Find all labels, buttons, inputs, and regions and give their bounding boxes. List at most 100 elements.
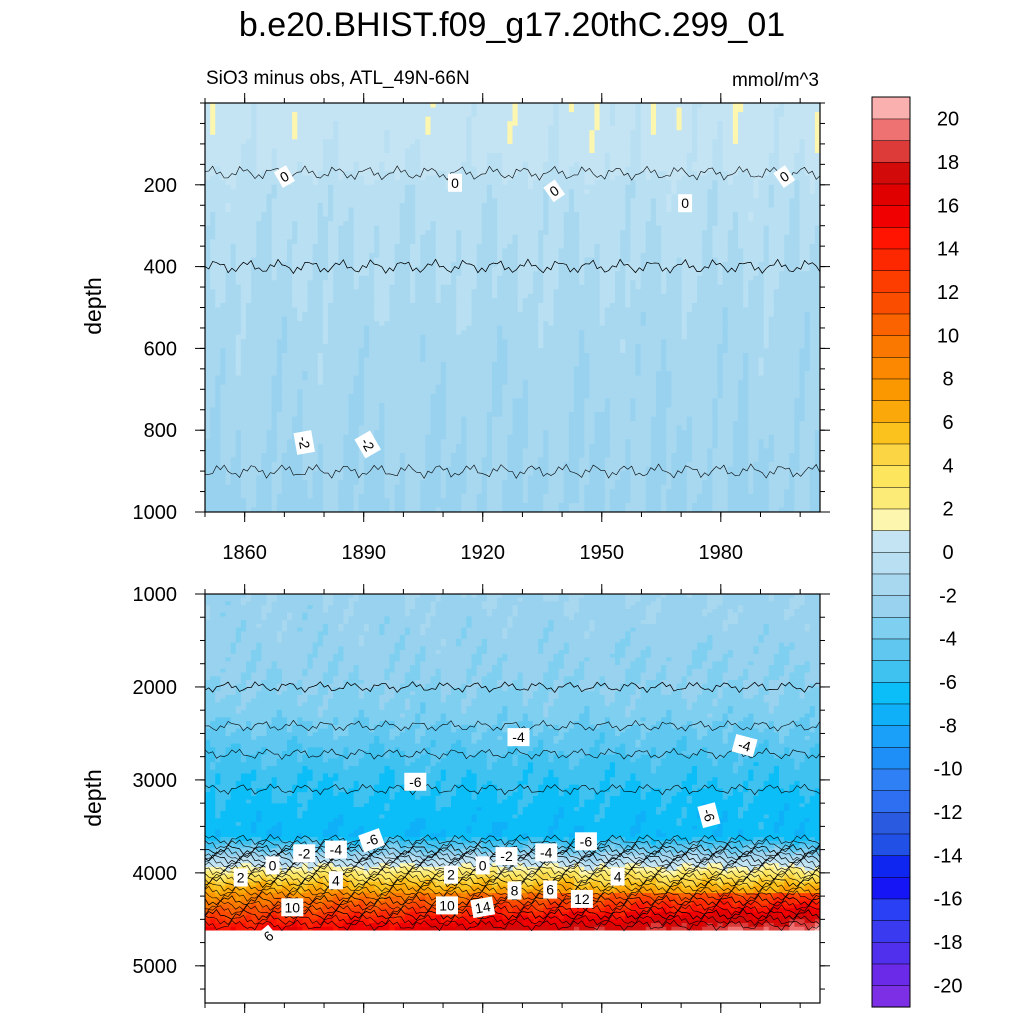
contour-cell <box>661 280 667 286</box>
contour-cell <box>686 248 693 254</box>
contour-cell <box>650 157 657 163</box>
contour-cell <box>297 257 303 263</box>
contour-cell <box>697 284 703 290</box>
contour-cell <box>804 107 811 113</box>
contour-cell <box>404 252 411 259</box>
contour-cell <box>445 275 452 281</box>
contour-cell <box>476 225 483 231</box>
contour-cell <box>440 262 447 268</box>
contour-cell <box>615 239 621 245</box>
contour-cell <box>404 225 411 231</box>
contour-cell <box>527 148 534 154</box>
contour-cell <box>691 193 698 200</box>
contour-cell <box>527 266 534 272</box>
contour-cell <box>235 184 242 190</box>
contour-cell <box>574 157 580 163</box>
contour-cell <box>589 162 596 168</box>
contour-cell <box>481 234 488 240</box>
contour-cell <box>579 262 585 268</box>
contour-cell <box>630 252 637 259</box>
contour-cell <box>230 216 237 222</box>
contour-cell <box>476 175 483 181</box>
contour-cell <box>548 262 555 268</box>
contour-cell <box>738 171 744 177</box>
contour-cell <box>420 189 426 195</box>
contour-cell <box>369 121 375 127</box>
contour-cell <box>420 184 426 190</box>
contour-cell <box>748 266 754 272</box>
contour-cell <box>445 107 452 113</box>
contour-cell <box>343 112 350 118</box>
contour-cell <box>497 212 503 218</box>
contour-cell <box>435 239 442 245</box>
contour-cell <box>661 107 667 113</box>
contour-cell <box>794 139 801 145</box>
contour-cell <box>497 157 503 163</box>
contour-cell <box>225 207 232 213</box>
contour-cell <box>220 207 227 213</box>
contour-cell <box>784 257 790 263</box>
contour-cell <box>697 148 703 154</box>
contour-cell <box>297 252 303 259</box>
contour-cell <box>507 166 514 172</box>
contour-cell <box>686 225 693 231</box>
contour-cell <box>517 134 524 140</box>
contour-cell <box>615 234 621 240</box>
contour-cell <box>691 212 698 218</box>
contour-cell <box>538 212 544 218</box>
contour-cell <box>210 189 216 195</box>
contour-cell <box>399 284 406 290</box>
contour-cell <box>348 289 355 295</box>
contour-cell <box>697 162 703 168</box>
contour-cell <box>615 248 621 254</box>
contour-cell <box>763 202 770 209</box>
contour-cell <box>440 139 447 145</box>
contour-cell <box>599 202 606 209</box>
contour-cell <box>794 121 801 127</box>
contour-cell <box>343 184 350 190</box>
contour-cell <box>543 202 549 209</box>
contour-cell <box>251 202 257 209</box>
contour-cell <box>502 180 508 186</box>
contour-cell <box>322 284 329 290</box>
contour-cell <box>599 212 606 218</box>
contour-cell <box>492 125 498 131</box>
contour-cell <box>584 284 590 290</box>
contour-cell <box>215 103 221 109</box>
contour-cell <box>389 180 396 186</box>
contour-cell <box>261 139 268 145</box>
contour-cell <box>425 125 432 131</box>
contour-cell <box>748 166 754 172</box>
contour-cell <box>271 225 278 231</box>
contour-cell <box>553 284 560 290</box>
contour-cell <box>773 271 780 277</box>
contour-cell <box>384 239 391 245</box>
contour-cell <box>640 107 647 113</box>
contour-cell <box>732 116 739 122</box>
contour-cell <box>625 280 631 286</box>
contour-cell <box>461 125 467 131</box>
contour-cell <box>661 216 667 222</box>
contour-cell <box>210 139 216 145</box>
contour-cell <box>640 221 647 227</box>
contour-cell <box>799 198 806 204</box>
contour-cell <box>256 134 262 140</box>
contour-cell <box>789 271 795 277</box>
contour-cell <box>276 116 283 122</box>
contour-cell <box>348 148 355 154</box>
contour-cell <box>481 275 488 281</box>
contour-cell <box>615 202 621 209</box>
contour-cell <box>379 162 385 168</box>
contour-cell <box>609 189 616 195</box>
contour-cell <box>225 107 232 113</box>
contour-cell <box>445 252 452 259</box>
contour-cell <box>415 103 421 109</box>
contour-cell <box>732 230 739 236</box>
contour-cell <box>281 139 288 145</box>
contour-cell <box>369 171 375 177</box>
contour-cell <box>312 121 319 127</box>
contour-cell <box>799 257 806 263</box>
contour-cell <box>466 207 473 213</box>
contour-cell <box>538 280 544 286</box>
